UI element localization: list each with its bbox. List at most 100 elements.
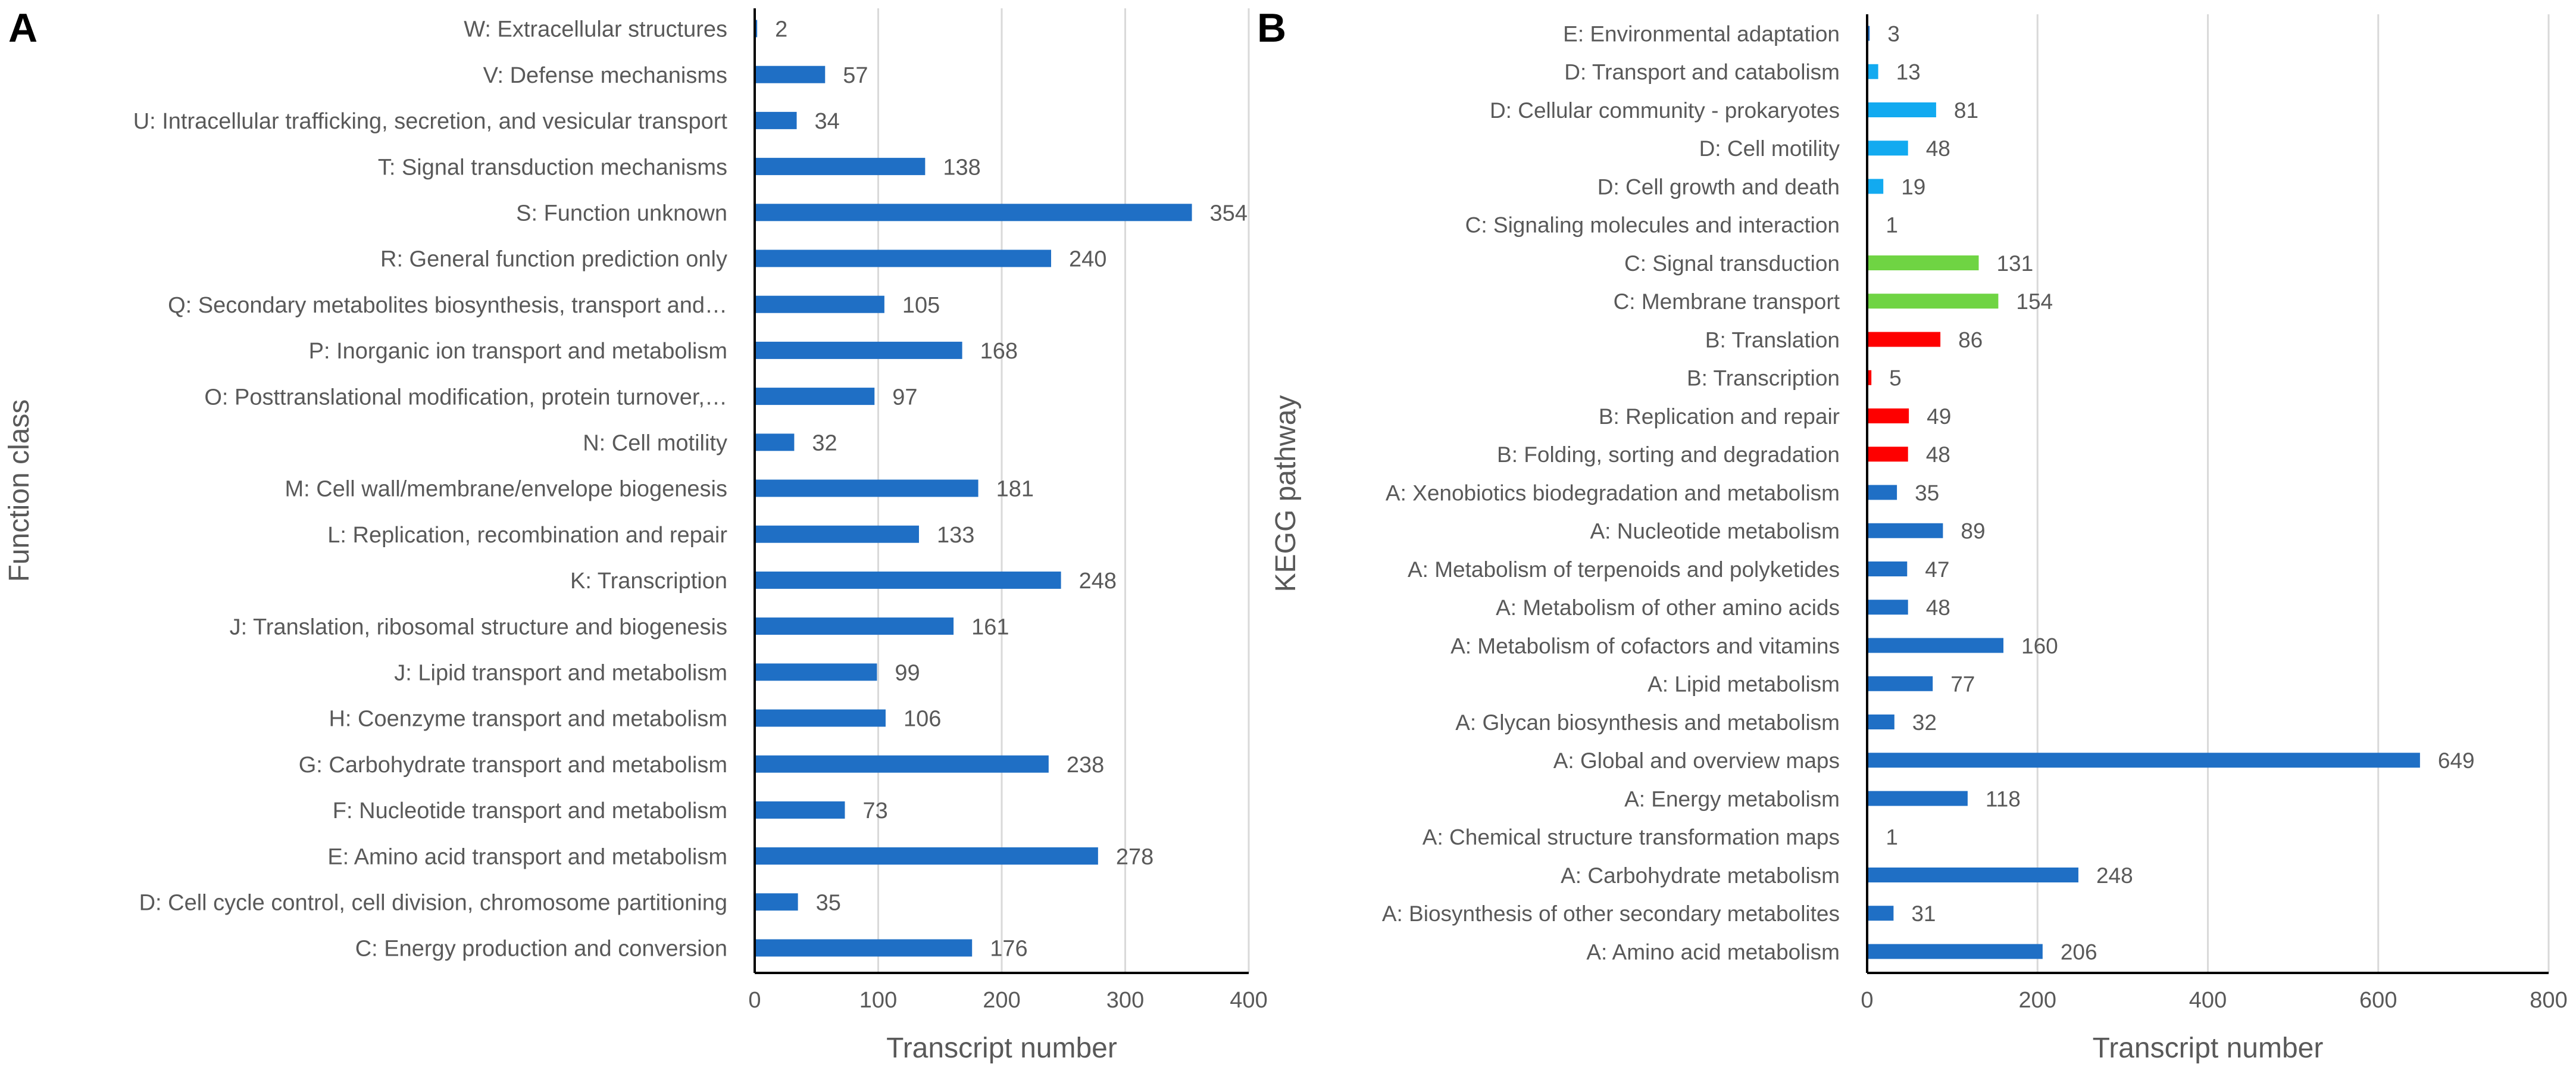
category-label: G: Carbohydrate transport and metabolism [299, 753, 727, 778]
data-label: 154 [2016, 289, 2053, 314]
data-label: 181 [996, 477, 1034, 502]
data-label: 248 [2096, 863, 2133, 888]
category-label: A: Carbohydrate metabolism [1561, 863, 1840, 888]
bar [1867, 179, 1884, 194]
category-label: H: Coenzyme transport and metabolism [329, 707, 727, 732]
data-label: 86 [1958, 327, 1983, 352]
category-label: D: Cell cycle control, cell division, ch… [139, 890, 727, 915]
data-label: 35 [1915, 481, 1939, 505]
bar [755, 801, 845, 819]
x-tick-label: 300 [1106, 988, 1144, 1013]
category-label: V: Defense mechanisms [483, 63, 727, 88]
bar [1867, 868, 2078, 882]
x-axis-title: Transcript number [2093, 1032, 2324, 1064]
data-label: 278 [1116, 844, 1153, 869]
bar [755, 20, 758, 38]
data-label: 32 [812, 430, 837, 455]
data-label: 161 [971, 614, 1009, 639]
data-label: 248 [1079, 569, 1117, 594]
data-label: 49 [1927, 404, 1951, 429]
x-tick-label: 0 [748, 988, 761, 1013]
data-label: 19 [1901, 174, 1925, 199]
y-axis-title: Function class [4, 400, 35, 582]
category-label: S: Function unknown [516, 201, 727, 226]
bar [755, 939, 973, 957]
chart-panel-b: E: Environmental adaptation 3 D: Transport… [1270, 14, 2568, 1064]
bar [755, 893, 798, 911]
category-label: L: Replication, recombination and repair [327, 523, 727, 548]
data-label: 649 [2438, 748, 2475, 773]
bar [755, 479, 978, 497]
data-label: 48 [1926, 595, 1950, 620]
data-label: 1 [1886, 825, 1898, 850]
category-label: A: Metabolism of other amino acids [1496, 595, 1840, 620]
data-label: 5 [1889, 366, 1902, 391]
data-label: 47 [1925, 557, 1949, 582]
data-label: 176 [990, 937, 1027, 962]
y-axis-title: KEGG pathway [1270, 395, 1302, 592]
bar [755, 663, 877, 681]
data-label: 138 [943, 155, 980, 180]
category-label: A: Metabolism of cofactors and vitamins [1450, 634, 1840, 658]
category-label: A: Nucleotide metabolism [1590, 519, 1840, 544]
bar [755, 341, 962, 359]
bar [1867, 294, 1999, 309]
x-tick-label: 400 [1230, 988, 1267, 1013]
bar [1867, 447, 1908, 462]
data-label: 34 [815, 109, 840, 134]
data-label: 57 [843, 63, 868, 88]
category-label: A: Biosynthesis of other secondary metab… [1382, 901, 1840, 926]
bar [755, 709, 886, 727]
x-tick-label: 800 [2530, 988, 2567, 1013]
category-label: E: Environmental adaptation [1563, 21, 1840, 46]
data-label: 131 [1996, 251, 2033, 276]
category-label: O: Posttranslational modification, prote… [204, 385, 727, 410]
data-label: 2 [775, 17, 787, 42]
bar [755, 433, 795, 451]
x-axis-title: Transcript number [886, 1032, 1117, 1064]
category-label: C: Energy production and conversion [355, 937, 727, 962]
bar [1867, 638, 2003, 653]
category-label: P: Inorganic ion transport and metabolis… [309, 339, 727, 364]
data-label: 35 [816, 890, 841, 915]
category-label: D: Cell motility [1699, 136, 1840, 161]
bar [1867, 523, 1943, 538]
category-label: E: Amino acid transport and metabolism [327, 844, 727, 869]
data-label: 89 [1961, 519, 1985, 544]
bar [755, 617, 954, 635]
category-label: B: Folding, sorting and degradation [1497, 442, 1840, 467]
category-label: T: Signal transduction mechanisms [378, 155, 727, 180]
data-label: 73 [862, 798, 887, 823]
category-label: A: Metabolism of terpenoids and polyketi… [1408, 557, 1840, 582]
bar [1867, 561, 1908, 576]
data-label: 32 [1912, 710, 1937, 735]
bar [755, 158, 926, 176]
bar [755, 65, 826, 83]
data-label: 1 [1886, 213, 1898, 238]
data-label: 105 [902, 293, 940, 318]
data-label: 31 [1911, 901, 1936, 926]
data-label: 238 [1067, 753, 1104, 778]
category-label: Q: Secondary metabolites biosynthesis, t… [168, 293, 727, 318]
category-label: W: Extracellular structures [464, 17, 727, 42]
data-label: 48 [1926, 136, 1950, 161]
bar [755, 249, 1051, 267]
data-label: 13 [1896, 60, 1921, 85]
bar [755, 571, 1061, 589]
data-label: 160 [2021, 634, 2058, 658]
panel-b-letter: B [1257, 5, 1286, 51]
chart-panel-a: W: Extracellular structures 2 V: Defense m… [4, 8, 1268, 1064]
bar [1867, 906, 1894, 921]
category-label: D: Transport and catabolism [1564, 60, 1840, 85]
bar [1867, 715, 1895, 729]
bar [1867, 676, 1933, 691]
category-label: B: Replication and repair [1599, 404, 1840, 429]
data-label: 118 [1986, 787, 2021, 811]
bar [1867, 600, 1908, 615]
x-tick-label: 0 [1861, 988, 1873, 1013]
category-label: B: Translation [1705, 327, 1840, 352]
bar [1867, 102, 1936, 117]
category-label: C: Membrane transport [1614, 289, 1840, 314]
data-label: 3 [1887, 21, 1900, 46]
